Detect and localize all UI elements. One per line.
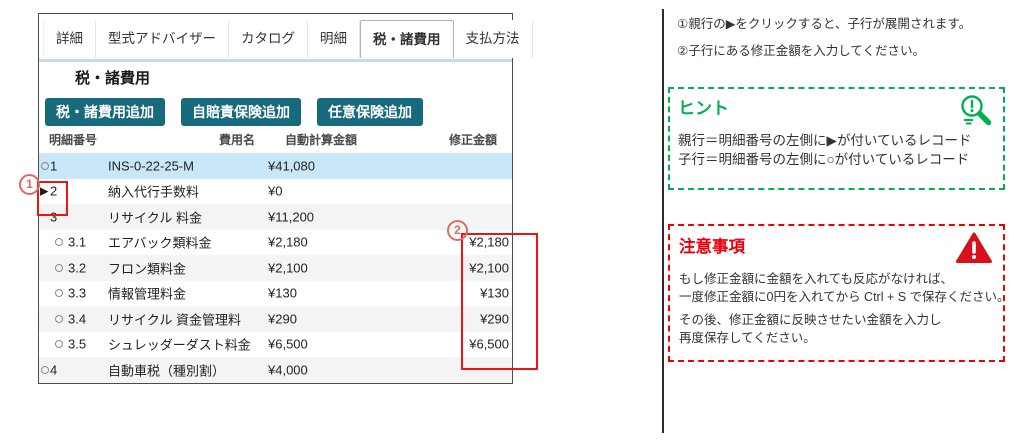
add-optional-insurance-button[interactable]: 任意保険追加 — [317, 98, 423, 126]
row-number: 3.2 — [68, 260, 87, 276]
auto-amount: ¥2,180 — [268, 234, 308, 250]
row-number: 3.4 — [68, 311, 87, 327]
auto-amount: ¥4,000 — [268, 362, 308, 378]
auto-amount: ¥6,500 — [268, 336, 308, 352]
adjusted-amount-cell[interactable]: ¥6,500 — [469, 336, 509, 352]
warning-line-3: その後、修正金額に反映させたい金額を入力し — [679, 313, 942, 327]
cost-name: リサイクル 資金管理料 — [108, 312, 241, 328]
cost-name: シュレッダーダスト料金 — [108, 337, 251, 353]
column-header-number: 明細番号 — [49, 133, 98, 147]
tab-details[interactable]: 詳細 — [43, 20, 96, 58]
column-header-cost-name: 費用名 — [219, 133, 256, 147]
adjusted-amount-cell[interactable]: ¥130 — [480, 285, 509, 301]
child-row-circle-icon — [55, 340, 63, 349]
annotation-box-adjusted-column — [461, 233, 538, 370]
vertical-divider — [662, 9, 664, 433]
cost-name: リサイクル 料金 — [108, 210, 202, 226]
warning-line-1: もし修正金額に金額を入れても反応がなければ、 — [679, 272, 954, 286]
add-liability-insurance-button[interactable]: 自賠責保険追加 — [181, 98, 301, 126]
cost-name: INS-0-22-25-M — [108, 158, 194, 174]
tab-breakdown[interactable]: 明細 — [308, 20, 360, 58]
auto-amount: ¥290 — [268, 311, 297, 327]
column-header-auto-amount: 自動計算金額 — [285, 133, 358, 147]
table-row[interactable]: 3.1 エアバック類料金 ¥2,180 ¥2,180 — [39, 229, 512, 255]
table-row[interactable]: 1 INS-0-22-25-M ¥41,080 — [39, 153, 512, 179]
child-row-circle-icon — [55, 263, 63, 272]
tab-model-advisor[interactable]: 型式アドバイザー — [96, 20, 229, 58]
tab-catalog[interactable]: カタログ — [229, 20, 308, 58]
warning-line-4: 再度保存してください。 — [679, 331, 816, 345]
child-row-circle-icon — [55, 314, 63, 323]
auto-amount: ¥2,100 — [268, 260, 308, 276]
table-row[interactable]: 3.2 フロン類料金 ¥2,100 ¥2,100 — [39, 255, 512, 281]
cost-name: エアバック類料金 — [108, 235, 212, 251]
row-number: 1 — [50, 158, 58, 174]
adjusted-amount-cell[interactable]: ¥2,180 — [469, 234, 509, 250]
row-number: 3.1 — [68, 234, 87, 250]
auto-amount: ¥11,200 — [268, 209, 315, 225]
cost-name: フロン類料金 — [108, 261, 187, 277]
action-button-row: 税・諸費用追加 自賠責保険追加 任意保険追加 — [45, 98, 423, 126]
table-row[interactable]: 3.4 リサイクル 資金管理料 ¥290 ¥290 — [39, 306, 512, 332]
column-header-adjusted-amount: 修正金額 — [448, 133, 497, 147]
row-number: 4 — [50, 362, 58, 378]
page-title: 税・諸費用 — [75, 70, 151, 87]
tab-underline — [39, 59, 512, 62]
annotation-box-expand-arrow — [37, 181, 68, 216]
cost-name: 納入代行手数料 — [108, 184, 200, 200]
child-row-circle-icon — [41, 161, 49, 170]
table-row[interactable]: 4 自動車税（種別割） ¥4,000 — [39, 357, 512, 383]
child-row-circle-icon — [55, 238, 63, 247]
warning-triangle-icon — [956, 232, 992, 269]
cost-name: 自動車税（種別割） — [108, 363, 226, 379]
hint-line-child: 子行＝明細番号の左側に○が付いているレコード — [678, 152, 970, 167]
adjusted-amount-cell[interactable]: ¥290 — [480, 311, 509, 327]
warning-title: 注意事項 — [679, 238, 745, 256]
tab-tax-fees[interactable]: 税・諸費用 — [360, 20, 454, 58]
table-row[interactable]: ▶ 2 納入代行手数料 ¥0 — [39, 178, 512, 204]
tab-payment-method[interactable]: 支払方法 — [453, 20, 533, 58]
add-tax-fees-button[interactable]: 税・諸費用追加 — [45, 98, 165, 126]
table-body: 1 INS-0-22-25-M ¥41,080 ▶ 2 納入代行手数料 ¥0 3… — [39, 153, 512, 383]
auto-amount: ¥130 — [268, 285, 297, 301]
table-row[interactable]: 3 リサイクル 料金 ¥11,200 — [39, 204, 512, 230]
magnifier-exclamation-icon — [958, 93, 995, 133]
row-number: 2 — [50, 183, 58, 199]
table-row[interactable]: 3.3 情報管理料金 ¥130 ¥130 — [39, 280, 512, 306]
table-row[interactable]: 3.5 シュレッダーダスト料金 ¥6,500 ¥6,500 — [39, 331, 512, 357]
instruction-step2: ②子行にある修正金額を入力してください。 — [677, 44, 925, 58]
instruction-step1: ①親行の▶をクリックすると、子行が展開されます。 — [677, 17, 972, 31]
hint-line-parent: 親行＝明細番号の左側に▶が付いているレコード — [678, 133, 972, 148]
child-row-circle-icon — [41, 365, 49, 374]
warning-box: 注意事項 もし修正金額に金額を入れても反応がなければ、 一度修正金額に0円を入れ… — [668, 224, 1010, 362]
app-screenshot-panel: 詳細 型式アドバイザー カタログ 明細 税・諸費用 支払方法 税・諸費用 税・諸… — [38, 13, 533, 384]
row-number: 3.3 — [68, 285, 87, 301]
table-header-row: 明細番号 費用名 自動計算金額 修正金額 — [39, 131, 512, 152]
child-row-circle-icon — [55, 289, 63, 298]
auto-amount: ¥41,080 — [268, 158, 315, 174]
hint-box: ヒント 親行＝明細番号の左側に▶が付いているレコード 子行＝明細番号の左側に○が… — [668, 87, 1005, 190]
adjusted-amount-cell[interactable]: ¥2,100 — [469, 260, 509, 276]
hint-title: ヒント — [678, 99, 729, 118]
tab-bar: 詳細 型式アドバイザー カタログ 明細 税・諸費用 支払方法 — [43, 20, 533, 58]
row-number: 3.5 — [68, 336, 87, 352]
expand-arrow-icon[interactable]: ▶ — [40, 185, 49, 198]
row-number: 3 — [50, 209, 58, 225]
annotation-step1-circle: 1 — [19, 174, 40, 195]
cost-name: 情報管理料金 — [108, 286, 187, 302]
annotation-step2-circle: 2 — [447, 220, 468, 241]
warning-line-2: 一度修正金額に0円を入れてから Ctrl + S で保存ください。 — [679, 290, 1010, 304]
auto-amount: ¥0 — [268, 183, 283, 199]
